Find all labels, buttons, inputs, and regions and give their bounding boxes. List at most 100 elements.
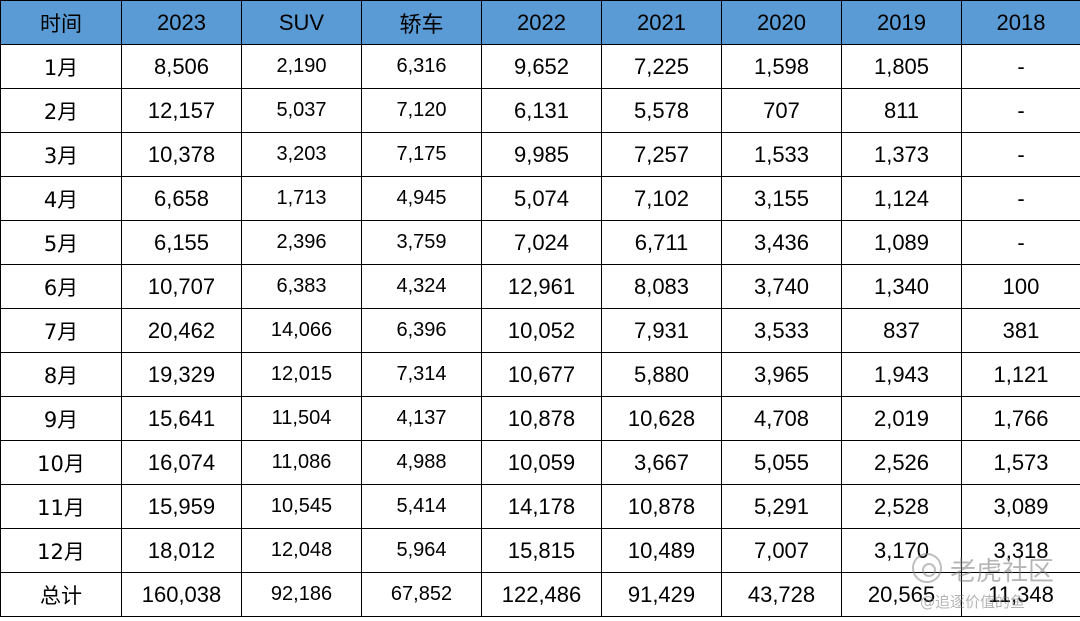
table-row: 7月 20,462 14,066 6,396 10,052 7,931 3,533 837 38…	[0, 308, 1080, 353]
table-cell: 12,015	[241, 352, 362, 397]
table-cell: 10,677	[481, 352, 602, 397]
row-label-cell: 5月	[0, 220, 122, 265]
table-cell: 92,186	[241, 572, 362, 617]
table-cell: 7,007	[721, 528, 842, 573]
table-cell: 3,740	[721, 264, 842, 309]
table-row: 3月 10,378 3,203 7,175 9,985 7,257 1,533 1,373-	[0, 132, 1080, 177]
row-label-cell: 总计	[0, 572, 122, 617]
table-cell: 5,578	[601, 88, 722, 133]
table-row: 2月 12,157 5,037 7,120 6,131 5,578 707 811-	[0, 88, 1080, 133]
table-cell: 3,965	[721, 352, 842, 397]
table-header-row: 时间 2023 SUV 轿车 2022 2021 2020 2019 2018	[0, 0, 1080, 45]
table-cell: -	[961, 176, 1080, 221]
column-header-time: 时间	[0, 0, 122, 45]
table-cell: 4,945	[361, 176, 482, 221]
table-cell: 10,052	[481, 308, 602, 353]
row-label-cell: 4月	[0, 176, 122, 221]
table-row: 9月 15,641 11,504 4,137 10,878 10,628 4,708 2,01…	[0, 396, 1080, 441]
column-header: 2021	[601, 0, 722, 45]
table-cell: 9,985	[481, 132, 602, 177]
table-cell: 9,652	[481, 44, 602, 89]
column-header: 2022	[481, 0, 602, 45]
table-cell: 3,170	[841, 528, 962, 573]
table-cell: 3,533	[721, 308, 842, 353]
table-cell: 837	[841, 308, 962, 353]
table-cell: 1,124	[841, 176, 962, 221]
table-cell: 5,964	[361, 528, 482, 573]
column-header: 2019	[841, 0, 962, 45]
table-cell: 1,573	[961, 440, 1080, 485]
table-cell: 2,528	[841, 484, 962, 529]
table-cell: 1,943	[841, 352, 962, 397]
table-cell: 7,102	[601, 176, 722, 221]
table-cell: 8,083	[601, 264, 722, 309]
table-cell: 3,089	[961, 484, 1080, 529]
table-row: 11月 15,959 10,545 5,414 14,178 10,878 5,291 2,5…	[0, 484, 1080, 529]
table-cell: 5,414	[361, 484, 482, 529]
table-cell: 1,598	[721, 44, 842, 89]
table-cell: 11,504	[241, 396, 362, 441]
table-cell: 3,759	[361, 220, 482, 265]
table-body: 1月 8,506 2,190 6,316 9,652 7,225 1,598 1,805-2月…	[0, 44, 1080, 617]
table-cell: 1,805	[841, 44, 962, 89]
table-cell: 1,373	[841, 132, 962, 177]
table-cell: 3,203	[241, 132, 362, 177]
row-label-cell: 7月	[0, 308, 122, 353]
table-row: 8月 19,329 12,015 7,314 10,677 5,880 3,965 1,943…	[0, 352, 1080, 397]
table-row: 5月 6,155 2,396 3,759 7,024 6,711 3,436 1,089-	[0, 220, 1080, 265]
row-label-cell: 9月	[0, 396, 122, 441]
table-cell: 1,340	[841, 264, 962, 309]
table-row: 4月 6,658 1,713 4,945 5,074 7,102 3,155 1,124-	[0, 176, 1080, 221]
column-header: 2020	[721, 0, 842, 45]
table-cell: 6,396	[361, 308, 482, 353]
table-cell: 2,019	[841, 396, 962, 441]
table-cell: 160,038	[121, 572, 242, 617]
table-cell: 4,324	[361, 264, 482, 309]
table-cell: 2,190	[241, 44, 362, 89]
table-cell: 1,089	[841, 220, 962, 265]
column-header: SUV	[241, 0, 362, 45]
table-cell: 7,931	[601, 308, 722, 353]
table-cell: 19,329	[121, 352, 242, 397]
table-cell: 3,155	[721, 176, 842, 221]
table-cell: 67,852	[361, 572, 482, 617]
table-cell: 18,012	[121, 528, 242, 573]
row-label-cell: 1月	[0, 44, 122, 89]
table-cell: 3,318	[961, 528, 1080, 573]
total-row: 总计 160,038 92,186 67,852 122,486 91,429 43,728…	[0, 572, 1080, 617]
row-label-cell: 2月	[0, 88, 122, 133]
table-cell: 12,048	[241, 528, 362, 573]
table-cell: 6,383	[241, 264, 362, 309]
table-cell: 11,086	[241, 440, 362, 485]
table-cell: 707	[721, 88, 842, 133]
table-cell: 8,506	[121, 44, 242, 89]
table-cell: 91,429	[601, 572, 722, 617]
table-cell: 10,878	[481, 396, 602, 441]
table-cell: 20,462	[121, 308, 242, 353]
row-label-cell: 8月	[0, 352, 122, 397]
column-header: 轿车	[361, 0, 482, 45]
table-cell: 10,878	[601, 484, 722, 529]
table-cell: 5,037	[241, 88, 362, 133]
table-cell: 7,314	[361, 352, 482, 397]
table-cell: 11,348	[961, 572, 1080, 617]
row-label-cell: 3月	[0, 132, 122, 177]
table-cell: 5,291	[721, 484, 842, 529]
table-cell: 1,121	[961, 352, 1080, 397]
table-cell: 4,137	[361, 396, 482, 441]
table-cell: -	[961, 88, 1080, 133]
table-cell: 10,628	[601, 396, 722, 441]
table-cell: 2,396	[241, 220, 362, 265]
table-cell: 12,961	[481, 264, 602, 309]
table-cell: 16,074	[121, 440, 242, 485]
table-cell: 10,545	[241, 484, 362, 529]
table-row: 1月 8,506 2,190 6,316 9,652 7,225 1,598 1,805-	[0, 44, 1080, 89]
column-header: 2023	[121, 0, 242, 45]
table-cell: 6,316	[361, 44, 482, 89]
table-cell: 15,641	[121, 396, 242, 441]
table-cell: 10,707	[121, 264, 242, 309]
row-label-cell: 10月	[0, 440, 122, 485]
table-cell: 10,059	[481, 440, 602, 485]
table-cell: 6,131	[481, 88, 602, 133]
